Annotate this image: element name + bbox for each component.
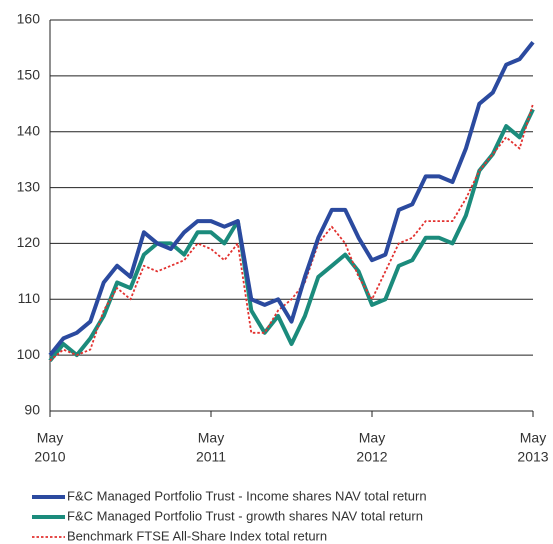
legend-label: F&C Managed Portfolio Trust - growth sha…: [67, 508, 423, 523]
x-tick-label: 2013: [517, 449, 548, 465]
x-tick-label: 2010: [34, 449, 65, 465]
y-tick-label: 150: [17, 67, 41, 83]
y-tick-label: 90: [24, 402, 40, 418]
y-tick-label: 130: [17, 178, 41, 194]
x-tick-label: 2011: [196, 449, 226, 465]
line-series: [48, 108, 535, 362]
y-tick-label: 160: [17, 11, 41, 27]
y-tick-label: 110: [18, 290, 41, 306]
y-tick-label: 120: [17, 234, 41, 250]
legend-label: Benchmark FTSE All-Share Index total ret…: [67, 528, 327, 543]
x-tick-label: May: [37, 430, 63, 446]
line-series: [48, 41, 535, 357]
x-tick-label: May: [520, 430, 546, 446]
y-tick-label: 100: [17, 346, 41, 362]
legend-label: F&C Managed Portfolio Trust - Income sha…: [67, 488, 427, 503]
x-tick-label: May: [359, 430, 385, 446]
line-series: [49, 103, 534, 362]
x-tick-label: 2012: [356, 449, 387, 465]
x-tick-label: May: [198, 430, 224, 446]
y-tick-label: 140: [17, 122, 41, 138]
